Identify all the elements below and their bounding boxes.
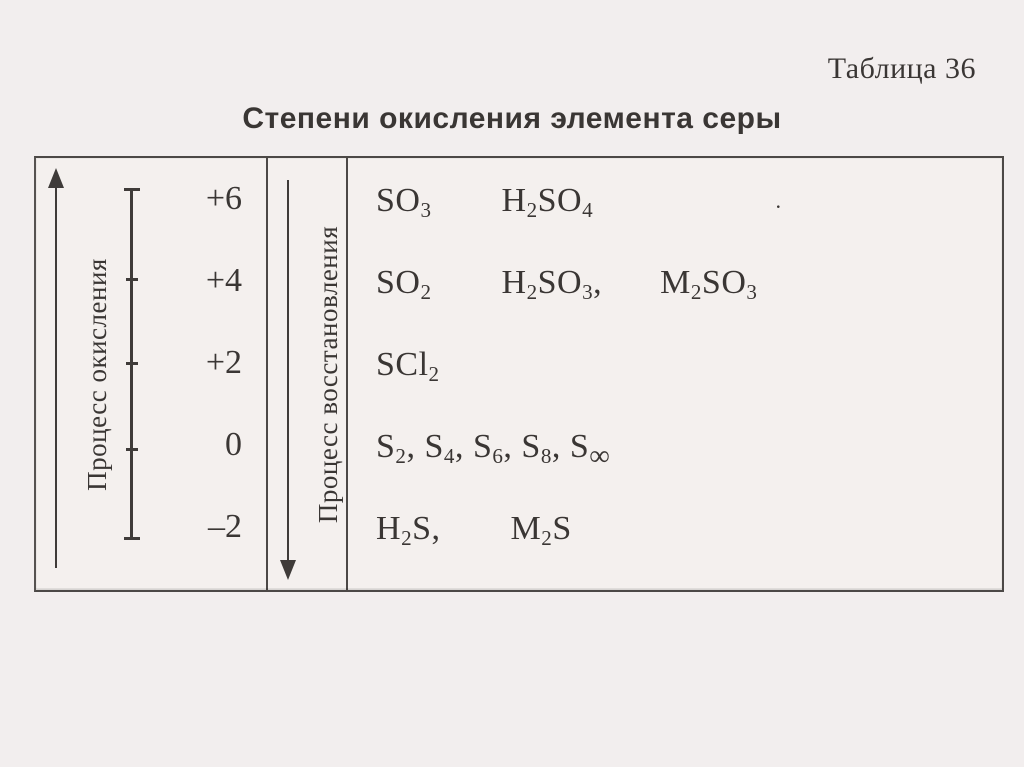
ox-state: –2 bbox=[178, 510, 264, 544]
oxidation-values: +6 +4 +2 0 –2 bbox=[168, 158, 266, 590]
reduction-process-label-text: Процесс восстановления bbox=[314, 225, 345, 522]
compound-row: H2S,M2S bbox=[376, 510, 992, 548]
compound-row: SO3H2SO4 bbox=[376, 182, 992, 220]
page-root: Таблица 36 Степени окисления элемента се… bbox=[0, 0, 1024, 767]
tick bbox=[126, 448, 138, 451]
compound-row: SCl2 bbox=[376, 346, 992, 384]
oxidation-arrow bbox=[36, 158, 76, 590]
artefact-dot: · bbox=[775, 194, 782, 220]
reduction-process-label: Процесс восстановления bbox=[308, 158, 350, 590]
oxidation-process-label: Процесс окисления bbox=[76, 158, 118, 590]
ox-state: +2 bbox=[178, 346, 264, 380]
col-reduction: Процесс восстановления bbox=[268, 158, 348, 590]
oxidation-scale bbox=[118, 158, 168, 590]
col-compounds: SO3H2SO4 SO2H2SO3,M2SO3 SCl2 S2, S4, S6, S8… bbox=[348, 158, 1002, 590]
ox-state: +6 bbox=[178, 182, 264, 216]
compound-row: S2, S4, S6, S8, S∞ bbox=[376, 428, 992, 466]
ox-state: 0 bbox=[178, 428, 264, 462]
compound-row: SO2H2SO3,M2SO3 bbox=[376, 264, 992, 302]
tick bbox=[126, 278, 138, 281]
tick bbox=[126, 362, 138, 365]
ox-state: +4 bbox=[178, 264, 264, 298]
reduction-arrow bbox=[268, 158, 308, 590]
col-oxidation: Процесс окисления +6 +4 +2 0 –2 bbox=[36, 158, 268, 590]
compounds-list: SO3H2SO4 SO2H2SO3,M2SO3 SCl2 S2, S4, S6, S8… bbox=[348, 158, 1002, 590]
page-title: Степени окисления элемента серы bbox=[0, 102, 1024, 136]
oxidation-process-label-text: Процесс окисления bbox=[82, 258, 113, 491]
table-number-label: Таблица 36 bbox=[828, 52, 976, 86]
oxidation-states-table: Процесс окисления +6 +4 +2 0 –2 bbox=[34, 156, 1004, 592]
